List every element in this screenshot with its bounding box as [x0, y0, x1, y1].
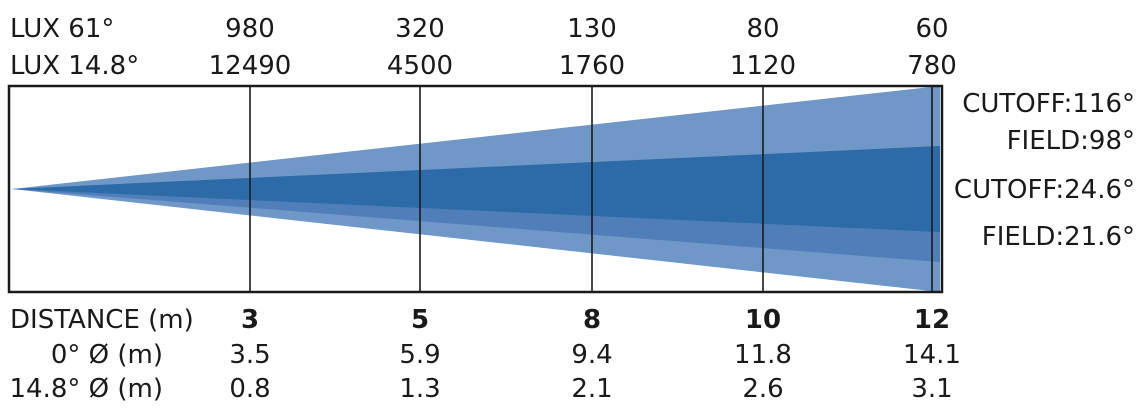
lux-61-value-10m: 80 — [746, 14, 780, 44]
distance-value-5m: 5 — [410, 305, 430, 335]
outer-cutoff-label: CUTOFF:116° — [962, 89, 1135, 119]
distance-value-12m: 12 — [913, 305, 951, 335]
diameter-0-value-10m: 11.8 — [734, 340, 792, 370]
lux-14-8-value-12m: 780 — [907, 51, 957, 81]
lux-14-8-value-10m: 1120 — [729, 51, 797, 81]
diameter-0-label: 0° Ø (m) — [50, 340, 163, 370]
inner-cutoff-label: CUTOFF:24.6° — [953, 175, 1135, 205]
diameter-0-value-12m: 14.1 — [903, 340, 961, 370]
lux-61-value-12m: 60 — [915, 14, 949, 44]
diameter-14-8-value-8m: 2.1 — [571, 374, 613, 404]
diagram-frame — [7, 84, 944, 294]
diameter-14-8-value-3m: 0.8 — [229, 374, 271, 404]
lux-61-value-3m: 980 — [225, 14, 275, 44]
lux-14-8-value-5m: 4500 — [386, 51, 454, 81]
diameter-14-8-value-12m: 3.1 — [911, 374, 953, 404]
lux-14-8-value-3m: 12490 — [208, 51, 292, 81]
diameter-0-value-5m: 5.9 — [399, 340, 441, 370]
diameter-14-8-label: 14.8° Ø (m) — [9, 374, 164, 404]
distance-value-8m: 8 — [582, 305, 602, 335]
lux-14-8-label: LUX 14.8° — [10, 51, 140, 81]
lux-61-label: LUX 61° — [10, 14, 115, 44]
diameter-0-value-8m: 9.4 — [571, 340, 613, 370]
lux-61-value-5m: 320 — [395, 14, 445, 44]
distance-label: DISTANCE (m) — [10, 305, 194, 335]
distance-value-10m: 10 — [744, 305, 782, 335]
lux-14-8-value-8m: 1760 — [558, 51, 626, 81]
inner-field-label: FIELD:21.6° — [981, 222, 1135, 252]
diameter-14-8-value-5m: 1.3 — [399, 374, 441, 404]
outer-field-label: FIELD:98° — [1006, 126, 1135, 156]
distance-value-3m: 3 — [240, 305, 260, 335]
diameter-0-value-3m: 3.5 — [229, 340, 271, 370]
diameter-14-8-value-10m: 2.6 — [742, 374, 784, 404]
lux-61-value-8m: 130 — [567, 14, 617, 44]
inner-field-cone — [12, 146, 940, 232]
